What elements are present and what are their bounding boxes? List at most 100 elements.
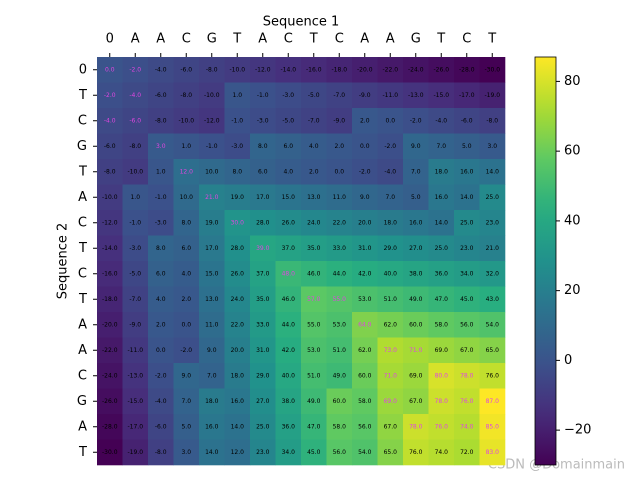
cell-label: -3.0 [155,219,167,226]
cell-label: 24.0 [231,296,245,303]
heatmap-cell [326,363,353,389]
cell-label: 5.0 [411,194,421,201]
heatmap-cell [301,337,327,364]
cell-label: -6.0 [104,143,116,150]
cell-label: 28.0 [231,245,245,252]
heatmap-cell [250,159,276,185]
colorbar-tick-label: 80 [564,74,581,89]
cell-label: 78.0 [460,372,474,379]
heatmap-cell [326,159,353,185]
cell-label: 74.0 [460,423,474,430]
heatmap-cell [479,439,506,466]
heatmap-cell [352,133,378,160]
cell-label: 18.0 [384,219,398,226]
cell-label: 6.0 [283,143,293,150]
cell-label: 13.0 [205,296,219,303]
heatmap-cell [173,439,200,466]
cell-label: 40.0 [384,270,398,277]
heatmap-cell [301,439,327,466]
y-tick-label: T [78,241,87,256]
heatmap-cell [224,235,251,262]
cell-label: 53.0 [358,296,372,303]
cell-label: 13.0 [307,194,321,201]
heatmap-cell [224,159,251,185]
cell-label: 38.0 [282,398,296,405]
cell-label: 0.0 [385,117,395,124]
cell-label: 31.0 [256,347,270,354]
heatmap-cell [250,337,276,364]
heatmap-cell [377,82,404,109]
cell-label: 47.0 [435,296,449,303]
cell-label: 78.0 [409,423,423,430]
cell-label: 14.0 [435,219,449,226]
heatmap-cell [377,363,404,389]
cell-label: 39.0 [256,245,270,252]
heatmap-cell [403,210,429,236]
cell-label: -10.0 [102,194,118,201]
heatmap-cell [479,108,506,134]
cell-label: 67.0 [460,347,474,354]
heatmap-cell [428,133,455,160]
heatmap-cell [173,108,200,134]
heatmap-cell [122,286,149,313]
cell-label: 71.0 [384,372,398,379]
heatmap-cell [326,108,353,134]
cell-label: 28.0 [256,219,270,226]
cell-label: -4.0 [155,398,167,405]
x-tick-label: A [156,32,165,47]
cell-label: 56.0 [358,423,372,430]
heatmap-cell [301,159,327,185]
cell-label: 16.0 [435,194,449,201]
heatmap-cell [97,108,123,134]
heatmap-cell [97,184,123,211]
heatmap-cell [148,210,174,236]
heatmap-cell [173,210,200,236]
heatmap-cell [122,82,149,109]
y-tick-label: C [78,266,87,281]
cell-label: -28.0 [459,66,475,73]
cell-label: -6.0 [129,117,141,124]
heatmap-cell [224,286,251,313]
heatmap-cell [122,312,149,338]
cell-label: 26.0 [282,219,296,226]
heatmap-cell [173,82,200,109]
heatmap-cell [479,184,506,211]
heatmap-cell [454,388,480,415]
cell-label: 16.0 [231,398,245,405]
heatmap-cell [301,184,327,211]
cell-label: 53.0 [333,321,347,328]
cell-label: -12.0 [255,66,271,73]
cell-label: 76.0 [409,449,423,456]
cell-label: 18.0 [231,372,245,379]
cell-label: 6.0 [156,270,166,277]
heatmap-cell [173,261,200,287]
cell-label: -8.0 [206,66,218,73]
cell-label: 7.0 [436,143,446,150]
x-tick-label: G [207,32,217,47]
cell-label: -9.0 [129,321,141,328]
cell-label: 5.0 [462,143,472,150]
heatmap-cell [479,82,506,109]
heatmap-cell [403,388,429,415]
cell-label: -2.0 [155,372,167,379]
cell-label: 15.0 [282,194,296,201]
heatmap-cell [377,414,404,440]
heatmap-cell [403,235,429,262]
x-tick-label: T [309,32,318,47]
cell-label: -22.0 [102,347,118,354]
heatmap-cell [377,210,404,236]
cell-label: -6.0 [461,117,473,124]
heatmap-cell [173,159,200,185]
cell-label: 0.0 [181,321,191,328]
cell-label: 14.0 [486,168,500,175]
heatmap-cell [97,261,123,287]
heatmap-cell [275,159,302,185]
heatmap-cell [173,312,200,338]
cell-label: 71.0 [409,347,423,354]
y-tick-label: T [78,88,87,103]
heatmap-cell [122,439,149,466]
heatmap-cell [326,133,353,160]
heatmap-cell [250,363,276,389]
heatmap-cell [148,108,174,134]
y-tick-label: A [78,343,87,358]
